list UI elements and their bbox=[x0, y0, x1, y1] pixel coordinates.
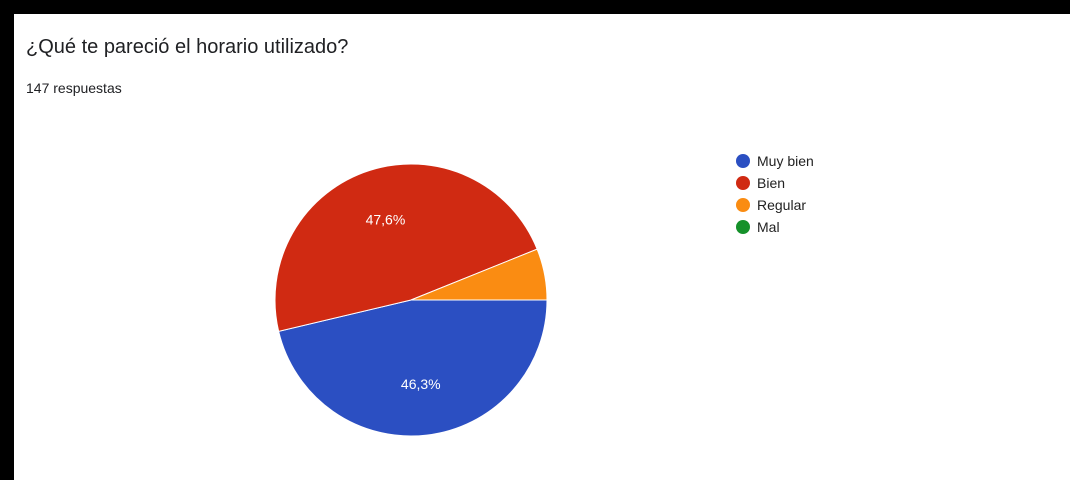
legend-item-mal: Mal bbox=[736, 216, 814, 238]
slice-label-bien: 47,6% bbox=[366, 212, 406, 228]
legend-swatch-bien bbox=[736, 176, 750, 190]
legend-label-mal: Mal bbox=[757, 219, 780, 235]
pie-slice-bien bbox=[274, 163, 538, 332]
legend-item-regular: Regular bbox=[736, 194, 814, 216]
pie-slice-regular bbox=[410, 248, 548, 301]
legend-label-bien: Bien bbox=[757, 175, 786, 191]
chart-legend: Muy bien Bien Regular Mal bbox=[736, 150, 814, 238]
question-title: ¿Qué te pareció el horario utilizado? bbox=[26, 36, 349, 58]
response-count: 147 respuestas bbox=[26, 80, 122, 96]
legend-item-muy-bien: Muy bien bbox=[736, 150, 814, 172]
legend-swatch-regular bbox=[736, 198, 750, 212]
legend-label-regular: Regular bbox=[757, 197, 807, 213]
pie-slice-muy-bien bbox=[278, 299, 548, 437]
legend-swatch-muy-bien bbox=[736, 154, 750, 168]
legend-swatch-mal bbox=[736, 220, 750, 234]
slice-label-muy-bien: 46,3% bbox=[401, 376, 441, 392]
legend-item-bien: Bien bbox=[736, 172, 814, 194]
legend-label-muy-bien: Muy bien bbox=[757, 153, 814, 169]
question-card bbox=[14, 14, 1070, 480]
